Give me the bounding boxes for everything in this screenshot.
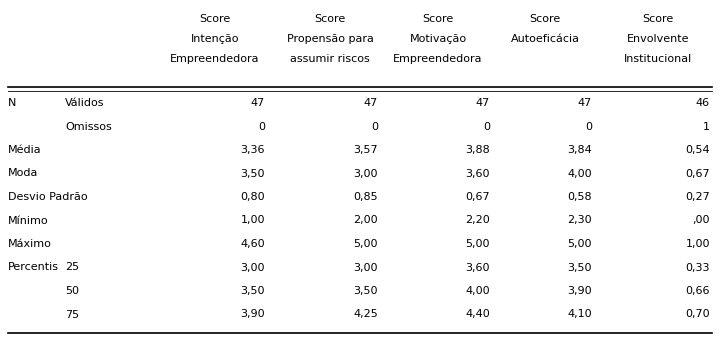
Text: Score: Score [642, 14, 674, 24]
Text: 5,00: 5,00 [466, 239, 490, 249]
Text: 0,27: 0,27 [685, 192, 710, 202]
Text: 0,67: 0,67 [685, 168, 710, 179]
Text: Empreendedora: Empreendedora [393, 54, 482, 64]
Text: 3,60: 3,60 [466, 168, 490, 179]
Text: 2,00: 2,00 [354, 216, 378, 225]
Text: Empreendedora: Empreendedora [170, 54, 260, 64]
Text: 47: 47 [577, 98, 592, 108]
Text: Envolvente: Envolvente [626, 34, 689, 44]
Text: Autoeficácia: Autoeficácia [510, 34, 580, 44]
Text: 3,50: 3,50 [240, 168, 265, 179]
Text: 3,50: 3,50 [240, 286, 265, 296]
Text: 2,20: 2,20 [465, 216, 490, 225]
Text: 4,25: 4,25 [354, 310, 378, 319]
Text: 47: 47 [364, 98, 378, 108]
Text: Percentis: Percentis [8, 262, 59, 273]
Text: 0,70: 0,70 [685, 310, 710, 319]
Text: 4,60: 4,60 [240, 239, 265, 249]
Text: 5,00: 5,00 [354, 239, 378, 249]
Text: 1: 1 [703, 121, 710, 132]
Text: 2,30: 2,30 [567, 216, 592, 225]
Text: 1,00: 1,00 [240, 216, 265, 225]
Text: Score: Score [529, 14, 561, 24]
Text: 4,10: 4,10 [567, 310, 592, 319]
Text: Desvio Padrão: Desvio Padrão [8, 192, 88, 202]
Text: 3,00: 3,00 [240, 262, 265, 273]
Text: 0: 0 [258, 121, 265, 132]
Text: 3,88: 3,88 [465, 145, 490, 155]
Text: 47: 47 [476, 98, 490, 108]
Text: 1,00: 1,00 [685, 239, 710, 249]
Text: assumir riscos: assumir riscos [290, 54, 370, 64]
Text: 75: 75 [65, 310, 79, 319]
Text: 3,57: 3,57 [354, 145, 378, 155]
Text: 0: 0 [371, 121, 378, 132]
Text: 3,90: 3,90 [240, 310, 265, 319]
Text: Intenção: Intenção [191, 34, 239, 44]
Text: 46: 46 [696, 98, 710, 108]
Text: 3,60: 3,60 [466, 262, 490, 273]
Text: Score: Score [199, 14, 230, 24]
Text: 50: 50 [65, 286, 79, 296]
Text: Score: Score [315, 14, 346, 24]
Text: 4,00: 4,00 [465, 286, 490, 296]
Text: Institucional: Institucional [624, 54, 692, 64]
Text: 0,66: 0,66 [685, 286, 710, 296]
Text: 0,80: 0,80 [240, 192, 265, 202]
Text: Score: Score [423, 14, 454, 24]
Text: ,00: ,00 [693, 216, 710, 225]
Text: Propensão para: Propensão para [287, 34, 374, 44]
Text: 0,54: 0,54 [685, 145, 710, 155]
Text: 0,67: 0,67 [465, 192, 490, 202]
Text: 0: 0 [483, 121, 490, 132]
Text: Máximo: Máximo [8, 239, 52, 249]
Text: 3,84: 3,84 [567, 145, 592, 155]
Text: 0: 0 [585, 121, 592, 132]
Text: Omissos: Omissos [65, 121, 112, 132]
Text: N: N [8, 98, 17, 108]
Text: 3,00: 3,00 [354, 168, 378, 179]
Text: Motivação: Motivação [410, 34, 467, 44]
Text: 3,00: 3,00 [354, 262, 378, 273]
Text: Média: Média [8, 145, 42, 155]
Text: 4,40: 4,40 [465, 310, 490, 319]
Text: Válidos: Válidos [65, 98, 104, 108]
Text: 3,50: 3,50 [354, 286, 378, 296]
Text: Moda: Moda [8, 168, 38, 179]
Text: 3,50: 3,50 [567, 262, 592, 273]
Text: 0,33: 0,33 [685, 262, 710, 273]
Text: 5,00: 5,00 [567, 239, 592, 249]
Text: Mínimo: Mínimo [8, 216, 49, 225]
Text: 3,36: 3,36 [240, 145, 265, 155]
Text: 4,00: 4,00 [567, 168, 592, 179]
Text: 0,58: 0,58 [567, 192, 592, 202]
Text: 3,90: 3,90 [567, 286, 592, 296]
Text: 47: 47 [251, 98, 265, 108]
Text: 25: 25 [65, 262, 79, 273]
Text: 0,85: 0,85 [354, 192, 378, 202]
